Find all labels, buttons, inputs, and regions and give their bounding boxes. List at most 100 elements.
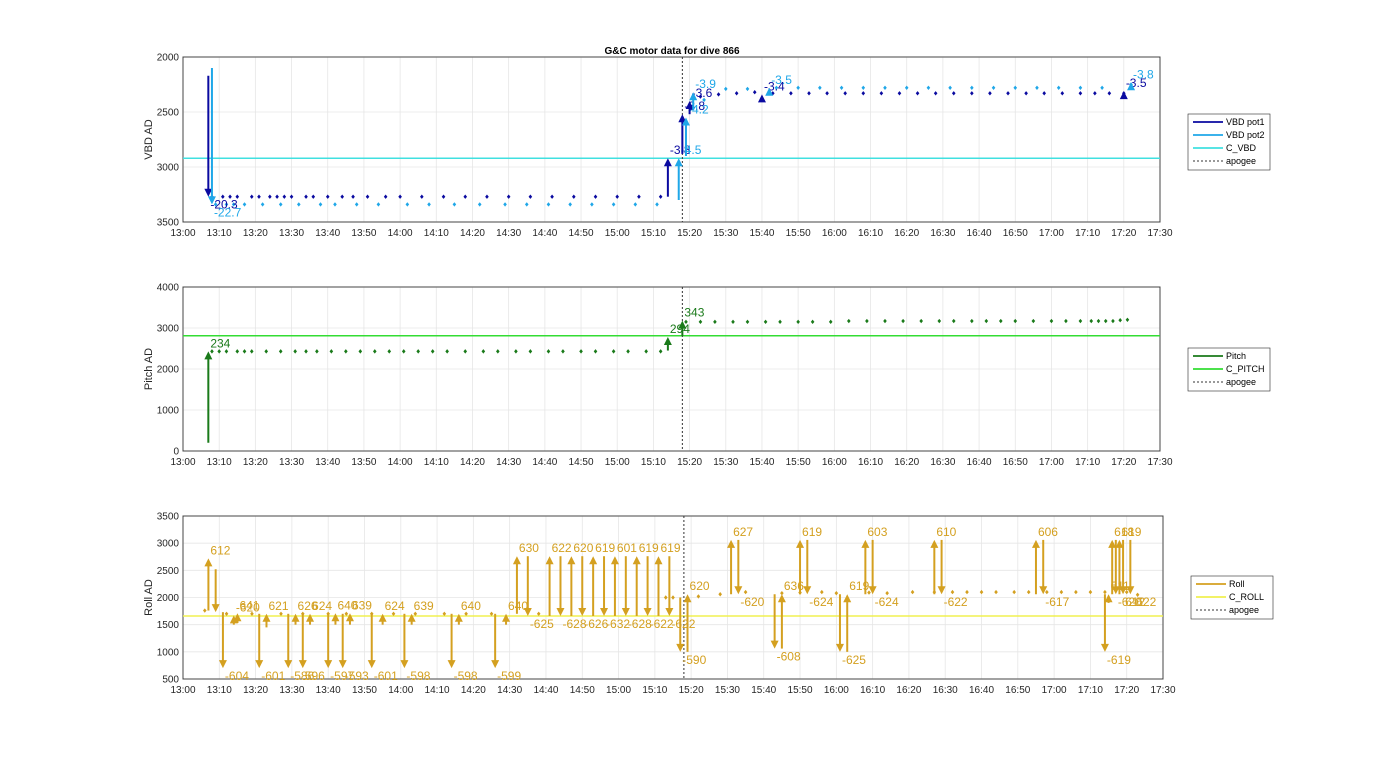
arrow-label: -604 (225, 669, 249, 683)
data-point (1111, 318, 1115, 324)
arrow-head (757, 94, 766, 103)
arrow-label: -620 (740, 595, 764, 609)
x-tick-label: 16:20 (894, 228, 919, 239)
data-point (221, 194, 225, 199)
arrow-head (683, 594, 692, 603)
data-point (568, 202, 572, 207)
arrow-head (291, 613, 300, 622)
data-point (279, 611, 283, 616)
data-point (843, 91, 847, 96)
data-point (561, 349, 565, 354)
arrow-head (770, 640, 779, 649)
arrow-head (502, 613, 511, 622)
data-point (994, 589, 998, 595)
data-point (278, 349, 283, 354)
arrow-head (685, 101, 694, 109)
data-point (383, 194, 388, 199)
arrow-label: 636 (784, 579, 804, 593)
legend-entry: apogee (1226, 156, 1256, 166)
data-point (867, 590, 871, 595)
y-axis-label: Roll AD (143, 579, 155, 616)
data-point (1059, 589, 1064, 595)
arrow-label: 610 (936, 525, 956, 539)
data-point (713, 319, 717, 325)
x-tick-label: 16:40 (967, 228, 992, 239)
data-point (224, 202, 229, 207)
data-point (572, 194, 576, 199)
x-tick-label: 15:30 (713, 228, 738, 239)
data-point (1006, 91, 1010, 96)
data-point (910, 589, 915, 595)
x-tick-label: 16:40 (967, 457, 992, 468)
arrow-label: -3.6 (692, 86, 713, 100)
y-axis-label: Pitch AD (143, 348, 155, 390)
arrow-head (678, 320, 687, 329)
x-tick-label: 14:40 (532, 457, 557, 468)
arrow-label: 343 (684, 306, 704, 320)
y-axis-label: VBD AD (143, 119, 155, 159)
data-point (671, 595, 675, 600)
x-tick-label: 13:20 (243, 685, 268, 696)
arrow-label: 620 (690, 579, 710, 593)
x-tick-label: 15:00 (606, 685, 631, 696)
data-point (282, 194, 287, 199)
arrow-label: -624 (809, 595, 833, 609)
data-point (1135, 592, 1140, 597)
data-point (780, 590, 784, 596)
y-tick-label: 2500 (157, 566, 180, 577)
arrow-head (765, 87, 774, 96)
arrow-head (204, 558, 213, 567)
data-point (839, 85, 844, 90)
arrow-label: 621 (268, 599, 288, 613)
data-point (442, 611, 447, 616)
data-point (984, 318, 989, 324)
data-point (1045, 589, 1049, 595)
x-tick-label: 13:30 (279, 228, 304, 239)
x-tick-label: 15:50 (786, 457, 811, 468)
arrow-label: -586 (290, 669, 314, 683)
arrow-head (262, 613, 271, 622)
data-point (1056, 85, 1061, 90)
data-point (904, 85, 909, 90)
data-point (524, 202, 529, 207)
arrow-head (454, 613, 463, 622)
legend-entry: C_VBD (1226, 143, 1257, 153)
arrow-head (233, 613, 242, 622)
arrow-label: -622 (650, 617, 674, 631)
arrow-label: 639 (414, 599, 434, 613)
data-point (885, 590, 889, 596)
arrow-label: -622 (944, 595, 968, 609)
x-tick-label: 14:00 (388, 228, 413, 239)
arrow-head (338, 660, 347, 669)
y-tick-label: 3000 (157, 324, 180, 335)
arrow-head (654, 556, 663, 565)
x-tick-label: 13:10 (207, 457, 232, 468)
chart-panel-3: 500 1000 1500 2000 2500 3000 3500 13:00 13:10 13:… (143, 512, 1274, 696)
x-tick-label: 16:10 (860, 685, 885, 696)
x-tick-label: 17:10 (1078, 685, 1103, 696)
data-point (593, 194, 598, 199)
x-tick-label: 15:20 (677, 228, 702, 239)
x-tick-label: 15:20 (677, 457, 702, 468)
arrow-head (803, 586, 812, 595)
data-point (1100, 85, 1104, 90)
legend-entry: VBD pot2 (1226, 130, 1265, 140)
data-point (296, 202, 301, 207)
x-tick-label: 16:00 (822, 228, 847, 239)
data-point (340, 194, 345, 199)
arrow-label: -622 (1132, 595, 1156, 609)
data-point (1042, 91, 1047, 96)
data-point (633, 202, 638, 207)
x-tick-label: 15:40 (751, 685, 776, 696)
x-tick-label: 13:30 (279, 457, 304, 468)
plot-border (182, 515, 1164, 680)
plot-border (182, 56, 1161, 223)
x-tick-label: 16:20 (896, 685, 921, 696)
data-point (268, 194, 272, 199)
data-point (696, 594, 701, 599)
arrow-label: -617 (1045, 595, 1069, 609)
data-point (796, 319, 800, 325)
data-point (1078, 318, 1083, 324)
arrow-label: -3.8 (1133, 67, 1154, 81)
x-tick-label: 14:00 (388, 457, 413, 468)
